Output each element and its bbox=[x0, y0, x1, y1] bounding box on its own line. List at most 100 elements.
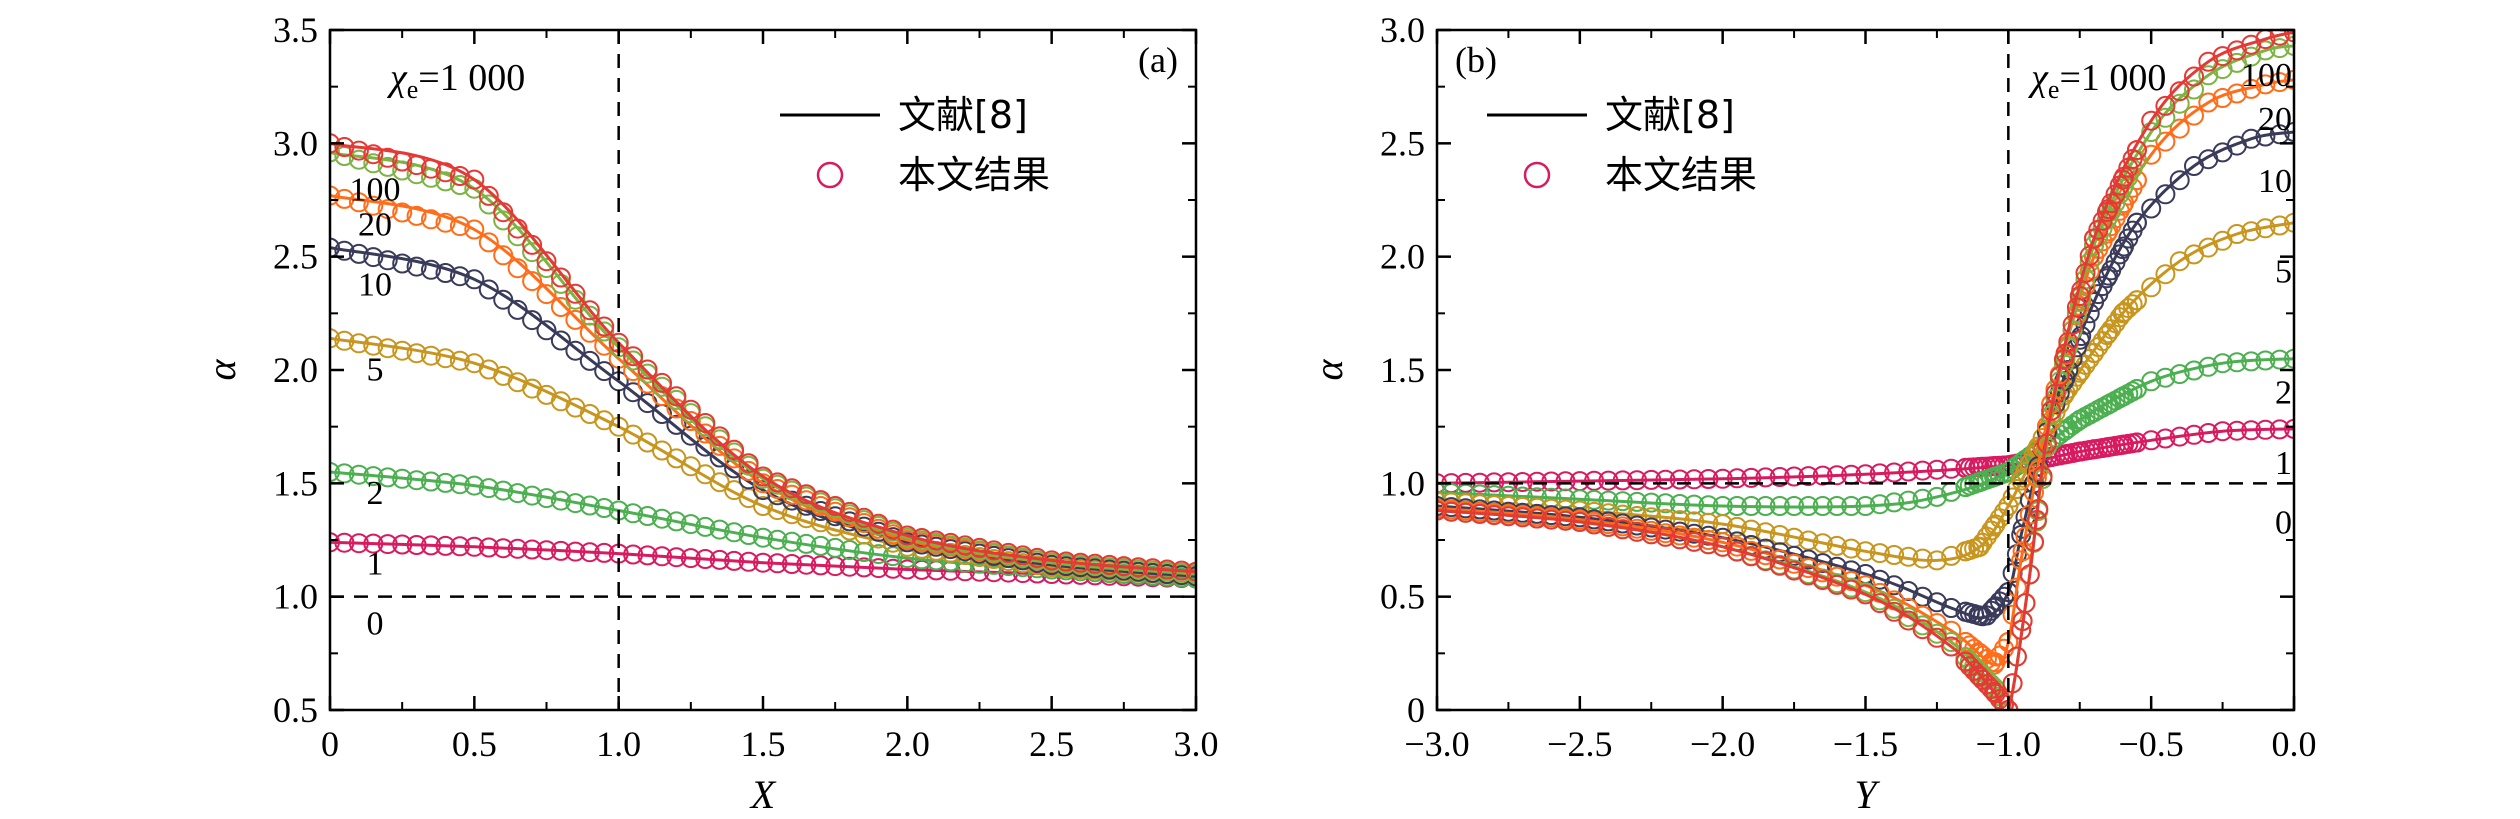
data-point-marker bbox=[348, 140, 369, 161]
parameter-subscript: e bbox=[2048, 75, 2060, 104]
data-point-marker bbox=[2198, 51, 2219, 72]
series-line bbox=[1437, 44, 2294, 710]
legend-marker-label: 本文结果 bbox=[898, 153, 1050, 197]
x-axis-title: Y bbox=[1854, 772, 1880, 817]
data-point-marker bbox=[377, 250, 398, 271]
data-point-marker bbox=[522, 271, 543, 292]
data-point-marker bbox=[406, 256, 427, 277]
data-point-marker bbox=[464, 169, 485, 190]
x-tick-label: −2.0 bbox=[1690, 724, 1755, 764]
parameter-symbol: χ bbox=[2027, 57, 2049, 99]
series-line bbox=[1437, 30, 2294, 710]
data-point-marker bbox=[680, 399, 701, 420]
series-line bbox=[330, 141, 1196, 574]
data-point-marker bbox=[1941, 598, 1962, 618]
data-point-marker bbox=[1869, 593, 1890, 614]
y-tick-label: 3.0 bbox=[273, 123, 318, 163]
data-point-marker bbox=[1984, 681, 2005, 702]
series-1 bbox=[1437, 418, 2294, 494]
data-point-marker bbox=[1826, 535, 1847, 556]
data-point-marker bbox=[594, 361, 615, 382]
data-point-marker bbox=[464, 269, 485, 290]
data-point-marker bbox=[2241, 128, 2262, 149]
data-point-marker bbox=[1969, 666, 1990, 687]
plot-area bbox=[330, 30, 1196, 710]
data-point-marker bbox=[2226, 224, 2247, 244]
data-point-marker bbox=[1855, 584, 1876, 605]
data-point-marker bbox=[2184, 66, 2204, 87]
data-point-marker bbox=[2269, 30, 2290, 46]
data-point-marker bbox=[666, 511, 687, 532]
x-tick-label: 1.5 bbox=[741, 724, 786, 764]
data-point-marker bbox=[392, 253, 413, 274]
legend-marker-swatch bbox=[816, 161, 844, 189]
data-point-marker bbox=[464, 219, 485, 240]
data-point-marker bbox=[753, 496, 773, 516]
data-point-marker bbox=[2155, 107, 2176, 128]
x-tick-label: −0.5 bbox=[2119, 724, 2184, 764]
data-point-marker bbox=[738, 453, 759, 474]
data-point-marker bbox=[2126, 379, 2147, 399]
data-point-marker bbox=[565, 309, 586, 330]
data-point-marker bbox=[330, 237, 340, 258]
data-point-marker bbox=[1926, 627, 1947, 648]
data-point-marker bbox=[666, 398, 687, 419]
data-point-marker bbox=[1812, 533, 1833, 554]
x-tick-label: −1.5 bbox=[1833, 724, 1898, 764]
data-point-marker bbox=[623, 503, 644, 524]
legend-marker-label: 本文结果 bbox=[1605, 153, 1757, 197]
data-point-marker bbox=[392, 202, 413, 223]
data-point-marker bbox=[2141, 277, 2162, 298]
data-point-marker bbox=[579, 300, 600, 321]
data-point-marker bbox=[536, 251, 557, 272]
data-point-marker bbox=[608, 337, 629, 358]
curve-label: 10 bbox=[358, 267, 392, 304]
data-point-marker bbox=[753, 466, 773, 487]
data-point-marker bbox=[536, 284, 557, 305]
data-point-marker bbox=[2141, 110, 2162, 131]
parameter-subscript: e bbox=[407, 75, 419, 104]
data-point-marker bbox=[2169, 81, 2190, 102]
data-point-marker bbox=[2169, 118, 2190, 139]
data-point-marker bbox=[2155, 264, 2176, 285]
data-point-marker bbox=[478, 232, 499, 253]
data-point-marker bbox=[1941, 632, 1962, 652]
data-point-marker bbox=[897, 525, 918, 546]
curve-label: 100 bbox=[350, 171, 401, 208]
series-line bbox=[1437, 427, 2294, 485]
y-tick-label: 0.5 bbox=[273, 690, 318, 730]
data-point-marker bbox=[406, 205, 427, 226]
data-point-marker bbox=[363, 144, 384, 165]
y-tick-label: 3.0 bbox=[1380, 10, 1425, 50]
data-point-marker bbox=[1912, 619, 1933, 640]
data-point-marker bbox=[2155, 367, 2176, 388]
y-tick-label: 0 bbox=[1407, 690, 1425, 730]
y-tick-label: 2.0 bbox=[273, 350, 318, 390]
chart-panel-b: −3.0 −2.5 −2.0 −1.5 −1.0 −0.5 0.0 0 0.5 1.0 1.5 2.0… bbox=[1306, 10, 2317, 817]
series-20 bbox=[330, 185, 1196, 584]
data-point-marker bbox=[2169, 170, 2190, 191]
data-point-marker bbox=[2284, 30, 2294, 43]
curve-label: 2 bbox=[2275, 375, 2292, 412]
y-tick-label: 2.5 bbox=[1380, 123, 1425, 163]
x-axis-title: X bbox=[749, 772, 777, 817]
curve-label: 0 bbox=[367, 606, 384, 643]
parameter-label: χe=1 000 bbox=[386, 57, 525, 104]
series-line bbox=[1437, 221, 2294, 562]
data-point-marker bbox=[594, 335, 615, 356]
y-axis-title: α bbox=[1306, 359, 1351, 381]
y-tick-label: 2.0 bbox=[1380, 237, 1425, 277]
curve-label: 1 bbox=[367, 545, 384, 582]
x-tick-label: 0 bbox=[321, 724, 339, 764]
data-point-marker bbox=[421, 259, 441, 280]
parameter-label: χe=1 000 bbox=[2027, 57, 2166, 104]
data-point-marker bbox=[2141, 144, 2162, 165]
data-point-marker bbox=[2255, 74, 2276, 95]
data-point-marker bbox=[839, 501, 860, 522]
data-point-marker bbox=[363, 247, 384, 268]
data-point-marker bbox=[421, 209, 441, 230]
data-point-marker bbox=[724, 439, 745, 460]
data-point-marker bbox=[330, 142, 340, 163]
y-tick-label: 1.5 bbox=[1380, 350, 1425, 390]
data-point-marker bbox=[695, 423, 716, 444]
